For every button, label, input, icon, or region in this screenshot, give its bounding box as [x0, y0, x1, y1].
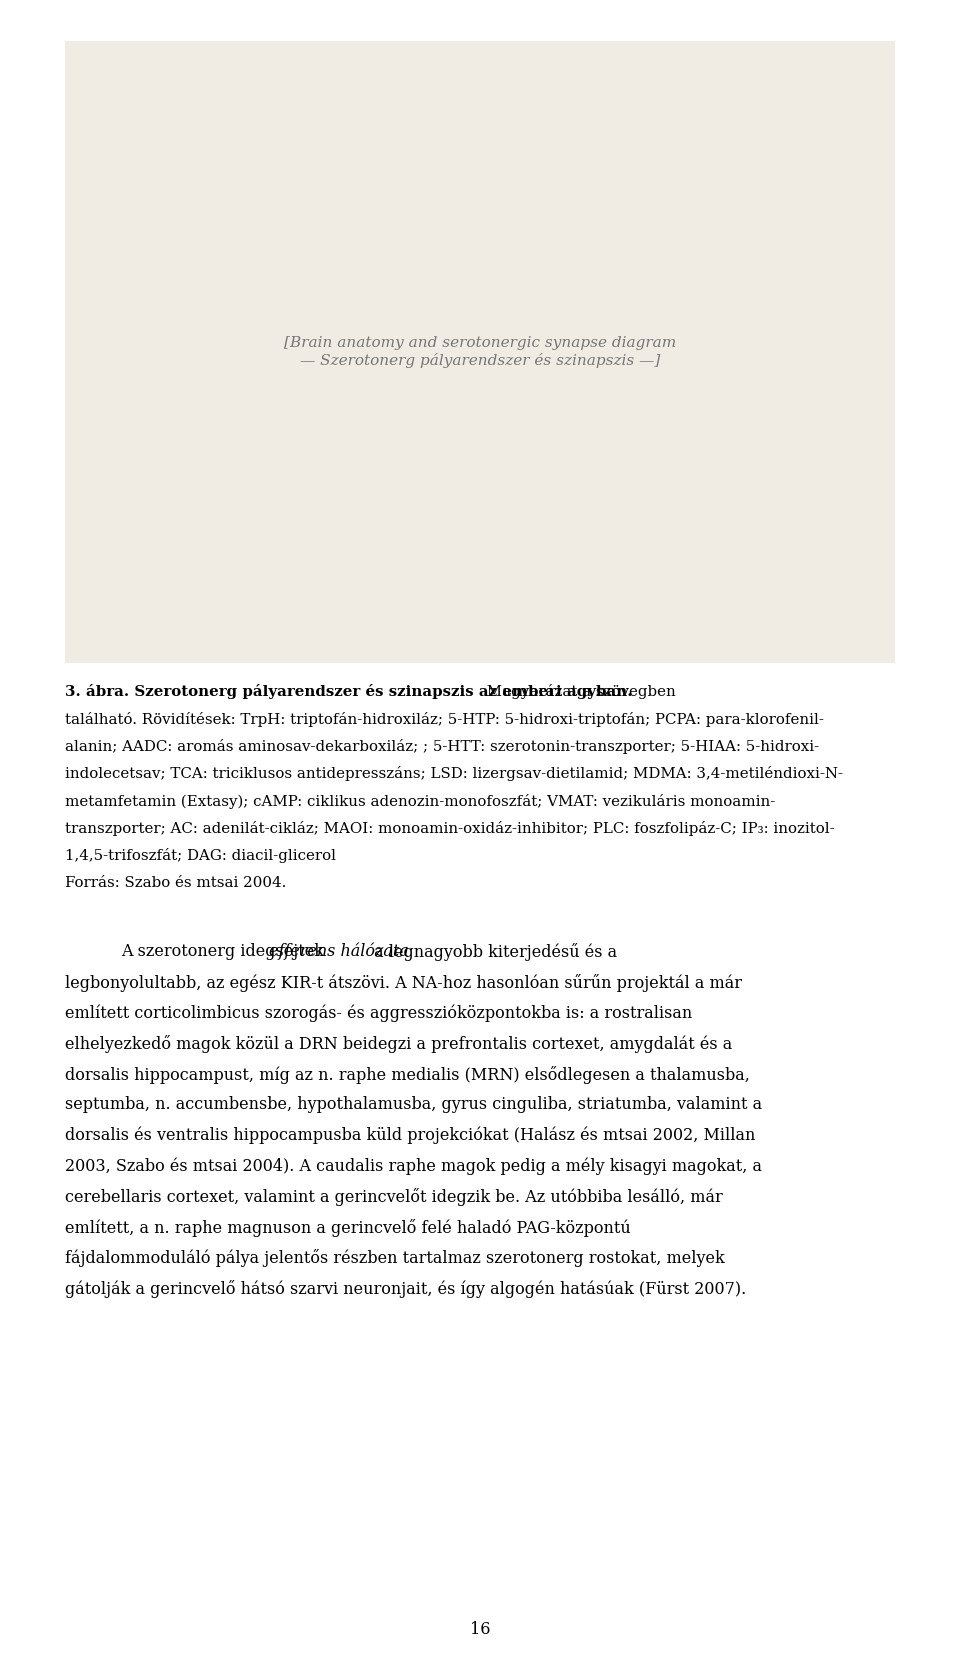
Text: metamfetamin (Extasy); cAMP: ciklikus adenozin-monofoszfát; VMAT: vezikuláris mo: metamfetamin (Extasy); cAMP: ciklikus ad…	[65, 794, 776, 809]
Text: dorsalis hippocampust, míg az n. raphe medialis (MRN) elsődlegesen a thalamusba,: dorsalis hippocampust, míg az n. raphe m…	[65, 1065, 750, 1084]
Text: [Brain anatomy and serotonergic synapse diagram
— Szerotonerg pályarendszer és s: [Brain anatomy and serotonergic synapse …	[284, 336, 676, 368]
Text: 2003, Szabo és mtsai 2004). A caudalis raphe magok pedig a mély kisagyi magokat,: 2003, Szabo és mtsai 2004). A caudalis r…	[65, 1158, 762, 1175]
Text: a legnagyobb kiterjedésű és a: a legnagyobb kiterjedésű és a	[369, 943, 617, 961]
Text: található. Rövidítések: TrpH: triptofán-hidroxiláz; 5-HTP: 5-hidroxi-triptofán; : található. Rövidítések: TrpH: triptofán-…	[65, 713, 824, 727]
Text: fájdalommoduláló pálya jelentős részben tartalmaz szerotonerg rostokat, melyek: fájdalommoduláló pálya jelentős részben …	[65, 1249, 725, 1268]
Text: A szerotonerg idegsejtek: A szerotonerg idegsejtek	[121, 943, 329, 959]
Text: gátolják a gerincvelő hátsó szarvi neuronjait, és így algogén hatásúak (Fürst 20: gátolják a gerincvelő hátsó szarvi neuro…	[65, 1281, 747, 1297]
Text: említett, a n. raphe magnuson a gerincvelő felé haladó PAG-központú: említett, a n. raphe magnuson a gerincve…	[65, 1220, 631, 1236]
Text: transzporter; AC: adenilát-cikláz; MAOI: monoamin-oxidáz-inhibitor; PLC: foszfol: transzporter; AC: adenilát-cikláz; MAOI:…	[65, 820, 835, 837]
Text: efferens hálózata: efferens hálózata	[269, 943, 408, 961]
Text: 1,4,5-trifoszfát; DAG: diacil-glicerol: 1,4,5-trifoszfát; DAG: diacil-glicerol	[65, 848, 336, 863]
Text: septumba, n. accumbensbe, hypothalamusba, gyrus cinguliba, striatumba, valamint : septumba, n. accumbensbe, hypothalamusba…	[65, 1097, 762, 1114]
Text: 16: 16	[469, 1621, 491, 1637]
Text: Magyarázat a szövegben: Magyarázat a szövegben	[482, 684, 676, 699]
Text: legbonyolultabb, az egész KIR-t átszövi. A NA-hoz hasonlóan sűrűn projektál a má: legbonyolultabb, az egész KIR-t átszövi.…	[65, 974, 742, 991]
Text: Forrás: Szabo és mtsai 2004.: Forrás: Szabo és mtsai 2004.	[65, 875, 287, 890]
Text: alanin; AADC: aromás aminosav-dekarboxiláz; ; 5-HTT: szerotonin-transzporter; 5-: alanin; AADC: aromás aminosav-dekarboxil…	[65, 739, 820, 754]
Text: elhelyezkedő magok közül a DRN beidegzi a prefrontalis cortexet, amygdalát és a: elhelyezkedő magok közül a DRN beidegzi …	[65, 1036, 732, 1052]
Text: indolecetsav; TCA: triciklusos antidepresszáns; LSD: lizergsav-dietilamid; MDMA:: indolecetsav; TCA: triciklusos antidepre…	[65, 766, 843, 782]
Text: említett corticolimbicus szorogás- és aggresszióközpontokba is: a rostralisan: említett corticolimbicus szorogás- és ag…	[65, 1004, 692, 1022]
Text: cerebellaris cortexet, valamint a gerincvelőt idegzik be. Az utóbbiba lesálló, m: cerebellaris cortexet, valamint a gerinc…	[65, 1188, 723, 1206]
Text: dorsalis és ventralis hippocampusba küld projekciókat (Halász és mtsai 2002, Mil: dorsalis és ventralis hippocampusba küld…	[65, 1127, 756, 1145]
Text: 3. ábra. Szerotonerg pályarendszer és szinapszis az emberi agyban.: 3. ábra. Szerotonerg pályarendszer és sz…	[65, 684, 633, 699]
